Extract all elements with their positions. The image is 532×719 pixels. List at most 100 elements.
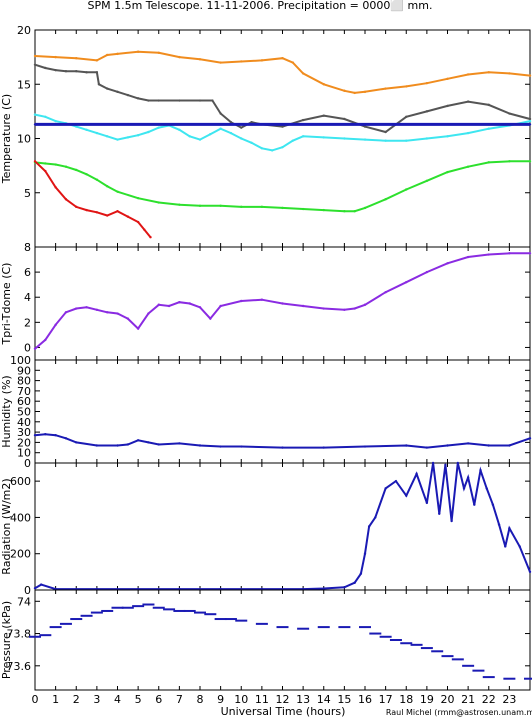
data-point xyxy=(204,613,217,616)
data-point xyxy=(142,603,155,606)
y-tick-label: 0 xyxy=(24,457,31,470)
data-point xyxy=(400,642,413,645)
y-tick-label: 0 xyxy=(24,584,31,597)
data-point xyxy=(281,57,284,60)
data-point xyxy=(444,463,447,467)
y-axis-label: Temperature (C) xyxy=(0,94,13,184)
data-point xyxy=(462,487,466,490)
x-tick-label: 12 xyxy=(276,693,290,706)
data-point xyxy=(343,308,346,311)
data-point xyxy=(528,252,532,255)
data-point xyxy=(219,445,222,448)
data-point xyxy=(343,89,346,92)
y-tick-label: 20 xyxy=(17,24,31,37)
series-line-green xyxy=(34,160,530,213)
data-point xyxy=(504,545,507,548)
data-point xyxy=(116,444,119,447)
data-point xyxy=(157,201,160,204)
data-point xyxy=(85,306,88,309)
data-point xyxy=(240,137,243,140)
y-tick-label: 40 xyxy=(17,416,31,429)
data-point xyxy=(260,59,264,62)
y-axis-label: Pressure (kPa) xyxy=(0,601,13,679)
data-point xyxy=(39,583,43,586)
data-point xyxy=(44,432,47,436)
data-point xyxy=(59,622,72,625)
data-point xyxy=(446,170,449,174)
data-point xyxy=(508,72,511,75)
data-point xyxy=(281,446,284,449)
data-point xyxy=(95,444,99,447)
data-point xyxy=(384,139,387,142)
data-point xyxy=(343,117,346,121)
data-point xyxy=(405,280,408,284)
y-tick-label: 5 xyxy=(24,187,31,200)
y-tick-label: 600 xyxy=(10,475,31,488)
data-point xyxy=(167,304,171,308)
data-point xyxy=(178,203,181,206)
y-tick-label: 8 xyxy=(24,241,31,254)
data-point xyxy=(487,444,490,447)
data-point xyxy=(487,161,490,164)
data-point xyxy=(54,186,57,189)
data-point xyxy=(363,138,367,141)
data-point xyxy=(322,114,325,117)
data-point xyxy=(95,131,99,135)
data-point xyxy=(353,91,356,95)
data-point xyxy=(482,676,495,679)
data-point xyxy=(405,188,408,191)
data-point xyxy=(157,443,160,446)
data-point xyxy=(353,307,356,310)
data-point xyxy=(178,99,181,102)
data-point xyxy=(75,168,78,172)
data-point xyxy=(322,446,325,449)
data-point xyxy=(116,190,119,193)
data-point xyxy=(132,605,145,608)
data-point xyxy=(528,570,532,574)
series-line-purple xyxy=(34,252,530,350)
data-point xyxy=(518,545,521,548)
data-point xyxy=(198,444,202,447)
data-point xyxy=(363,303,367,306)
y-tick-label: 80 xyxy=(17,375,31,388)
data-point xyxy=(379,635,392,638)
data-point xyxy=(95,308,99,311)
data-point xyxy=(466,100,470,103)
y-tick-label: 30 xyxy=(17,426,31,439)
data-point xyxy=(405,494,408,497)
data-point xyxy=(33,160,37,163)
data-point xyxy=(95,71,99,74)
data-point xyxy=(116,312,119,315)
x-tick-label: 3 xyxy=(93,693,100,706)
data-point xyxy=(116,209,119,213)
data-point xyxy=(240,445,243,448)
data-point xyxy=(240,205,243,209)
data-point xyxy=(143,228,146,231)
data-point xyxy=(219,204,222,207)
data-point xyxy=(229,121,233,124)
data-point xyxy=(136,50,140,53)
data-point xyxy=(281,302,284,305)
data-point xyxy=(384,130,387,134)
data-point xyxy=(209,317,212,320)
y-tick-label: 6 xyxy=(24,266,31,279)
data-point xyxy=(29,635,41,638)
data-point xyxy=(359,626,371,629)
data-point xyxy=(260,205,264,209)
data-point xyxy=(301,304,305,308)
data-point xyxy=(54,433,57,437)
y-tick-label: 100 xyxy=(10,354,31,367)
y-tick-label: 73.8 xyxy=(7,628,32,641)
data-point xyxy=(420,647,433,650)
data-point xyxy=(281,206,284,210)
x-tick-label: 11 xyxy=(255,693,269,706)
panel-frame xyxy=(34,589,531,691)
data-point xyxy=(235,619,248,622)
y-axis-label: Humidity (%) xyxy=(0,375,13,447)
x-tick-label: 19 xyxy=(420,693,434,706)
x-tick-label: 20 xyxy=(441,693,455,706)
data-point xyxy=(111,606,124,609)
data-point xyxy=(219,304,222,308)
data-point xyxy=(415,472,418,476)
data-point xyxy=(384,198,387,201)
